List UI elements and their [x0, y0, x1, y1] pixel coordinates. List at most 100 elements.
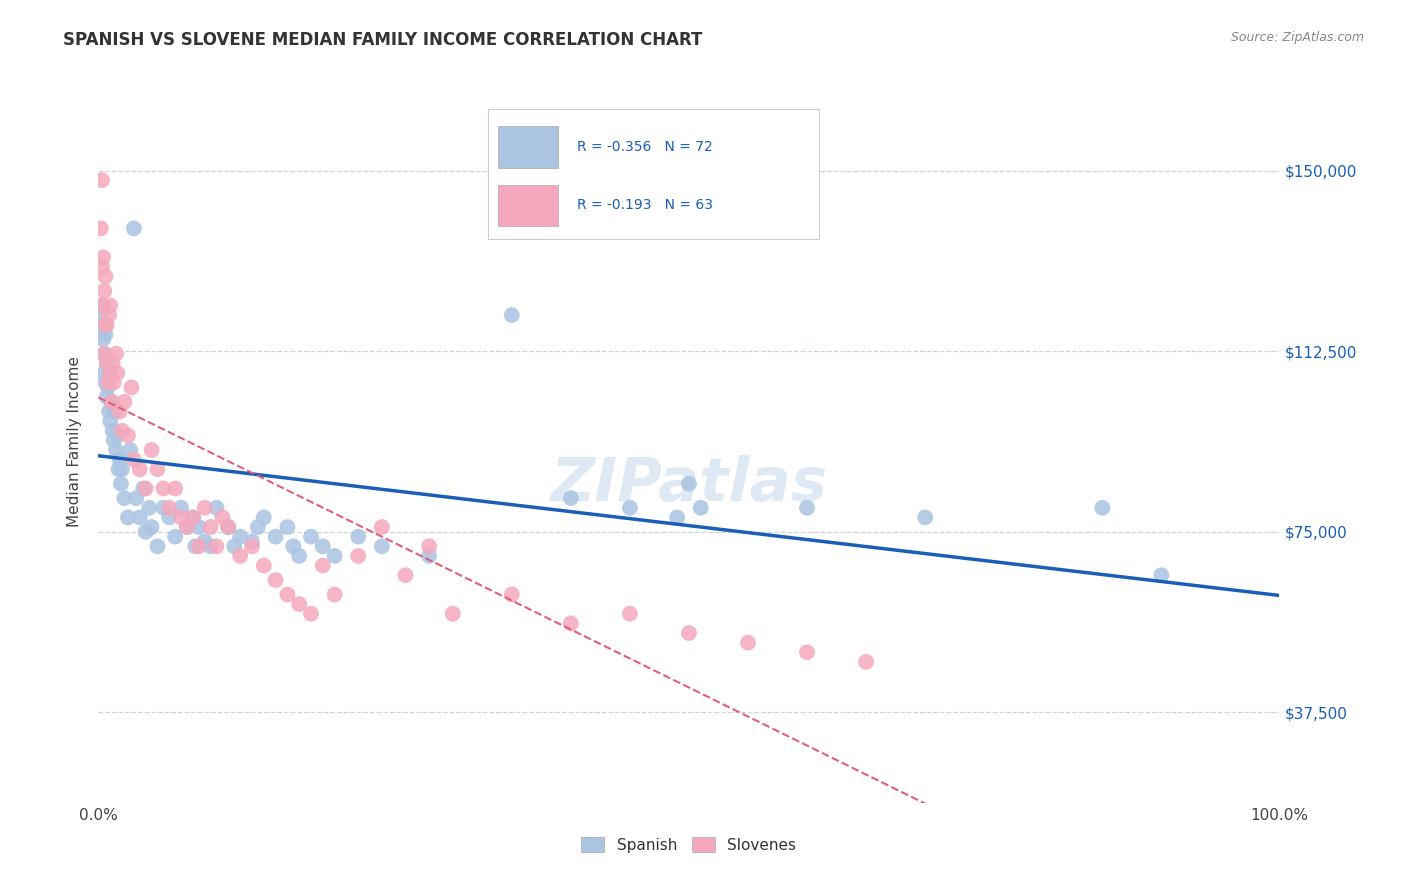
Point [138, 500, 160, 515]
Point [105, 366, 128, 380]
Point [283, 539, 305, 553]
Point [108, 452, 131, 467]
Point [132, 482, 155, 496]
Point [176, 520, 198, 534]
Point [121, 380, 143, 394]
Point [418, 539, 440, 553]
Point [94, 327, 117, 342]
Text: ZIPatlas: ZIPatlas [550, 456, 828, 515]
Point [96, 356, 118, 370]
Point [128, 462, 150, 476]
Point [194, 534, 217, 549]
Point [418, 549, 440, 563]
Point [181, 510, 204, 524]
Point [855, 655, 877, 669]
Point [211, 510, 233, 524]
Point [135, 524, 157, 539]
Point [678, 626, 700, 640]
Point [111, 424, 134, 438]
Point [441, 607, 464, 621]
Point [91, 260, 114, 274]
Point [312, 539, 335, 553]
Point [200, 539, 222, 553]
Point [187, 520, 209, 534]
Y-axis label: Median Family Income: Median Family Income [67, 356, 83, 527]
Point [737, 635, 759, 649]
Point [157, 510, 180, 524]
Point [394, 568, 416, 582]
Point [229, 530, 252, 544]
Point [105, 442, 128, 457]
Point [678, 476, 700, 491]
Point [276, 587, 298, 601]
Point [347, 530, 370, 544]
Point [96, 390, 118, 404]
Point [246, 520, 269, 534]
Point [96, 318, 118, 332]
Point [312, 558, 335, 573]
Point [101, 356, 124, 370]
Point [128, 510, 150, 524]
Point [117, 510, 139, 524]
Point [299, 607, 322, 621]
Point [560, 616, 582, 631]
Point [90, 221, 112, 235]
Point [98, 308, 121, 322]
Point [111, 462, 134, 476]
Point [276, 520, 298, 534]
Point [91, 318, 114, 332]
Point [122, 221, 145, 235]
Point [93, 346, 115, 360]
Point [501, 587, 523, 601]
Point [105, 346, 128, 360]
Point [205, 539, 228, 553]
Point [170, 500, 193, 515]
Point [98, 414, 121, 428]
Point [501, 308, 523, 322]
Point [217, 520, 239, 534]
Point [689, 500, 711, 515]
Point [796, 500, 818, 515]
Point [146, 462, 169, 476]
Point [98, 404, 121, 418]
Point [240, 534, 263, 549]
Point [103, 434, 125, 448]
Point [347, 549, 370, 563]
Point [91, 298, 114, 312]
Point [229, 549, 252, 563]
Point [112, 394, 135, 409]
Point [125, 491, 148, 505]
Point [91, 250, 114, 264]
Point [253, 510, 276, 524]
Point [146, 539, 169, 553]
Point [240, 539, 263, 553]
Point [194, 500, 217, 515]
Point [224, 539, 246, 553]
Point [93, 284, 115, 298]
Point [1091, 500, 1114, 515]
Point [100, 394, 122, 409]
Point [619, 607, 641, 621]
Point [299, 530, 322, 544]
Point [184, 539, 207, 553]
Point [560, 491, 582, 505]
Point [217, 520, 239, 534]
Point [122, 452, 145, 467]
Point [323, 587, 346, 601]
Point [619, 500, 641, 515]
Point [371, 520, 394, 534]
Point [97, 376, 120, 390]
Point [104, 404, 127, 418]
Point [187, 539, 209, 553]
Point [666, 510, 689, 524]
Point [98, 366, 121, 380]
Point [98, 298, 121, 312]
Point [371, 539, 394, 553]
Point [170, 510, 193, 524]
Point [141, 520, 163, 534]
Point [323, 549, 346, 563]
Point [152, 500, 174, 515]
Point [110, 476, 132, 491]
Point [101, 424, 124, 438]
Point [176, 520, 198, 534]
